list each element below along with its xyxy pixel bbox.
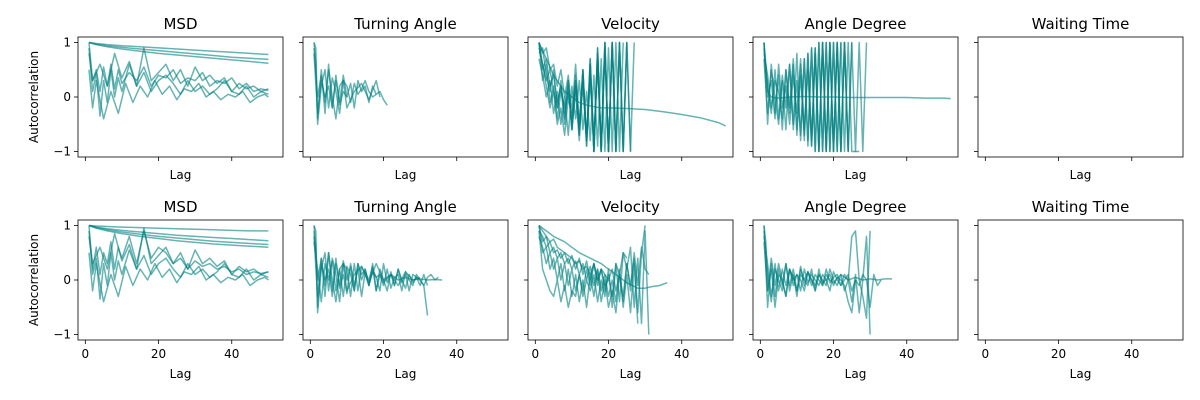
x-tick-label: 20: [151, 347, 166, 361]
subplot-r2-c2: 0 20 40 Turning Angle Lag: [299, 198, 509, 381]
x-axis-label: Lag: [1070, 367, 1092, 381]
series-group: [763, 41, 951, 153]
series-line-5: [88, 47, 269, 117]
series-line-3: [88, 224, 269, 246]
y-tick-label: −1: [53, 145, 71, 159]
x-axis-label: Lag: [1070, 168, 1092, 182]
x-axis-label: Lag: [395, 168, 417, 182]
subplot-title: Turning Angle: [353, 198, 456, 216]
axes-frame: [977, 219, 1184, 341]
series-line-2: [88, 41, 269, 61]
series-line-1: [88, 41, 269, 56]
subplot-title: MSD: [163, 198, 197, 216]
subplot-r1-c1: −1 0 1 MSD Lag Autocorrelation: [27, 15, 284, 182]
x-tick-label: 0: [757, 347, 765, 361]
x-axis-label: Lag: [845, 168, 867, 182]
x-tick-label: 0: [82, 347, 90, 361]
y-axis-label: Autocorrelation: [27, 51, 41, 143]
x-axis-label: Lag: [170, 367, 192, 381]
series-group: [88, 41, 269, 120]
x-axis-label: Lag: [620, 168, 642, 182]
series-line-1: [88, 224, 269, 232]
series-line-7: [88, 69, 269, 120]
series-line-2: [88, 224, 269, 242]
x-tick-label: 40: [1124, 347, 1139, 361]
subplot-title: Angle Degree: [804, 15, 906, 33]
series-line-2: [763, 225, 871, 319]
series-line-4: [313, 53, 348, 115]
series-line-7: [538, 230, 610, 309]
subplot-title: Waiting Time: [1032, 15, 1130, 33]
x-axis-label: Lag: [620, 367, 642, 381]
series-line-8: [538, 42, 602, 153]
y-tick-label: −1: [53, 328, 71, 342]
series-line-6: [88, 230, 269, 300]
series-line-3: [313, 230, 421, 303]
subplot-title: MSD: [163, 15, 197, 33]
series-line-6: [88, 47, 269, 93]
x-tick-label: 40: [449, 347, 464, 361]
series-line-3: [88, 41, 269, 64]
subplot-r2-c5: 0 20 40 Waiting Time Lag: [974, 198, 1184, 381]
series-line-4: [88, 224, 269, 249]
subplot-title: Turning Angle: [353, 15, 456, 33]
x-tick-label: 20: [376, 347, 391, 361]
x-tick-label: 20: [601, 347, 616, 361]
subplot-r2-c3: 0 20 40 Velocity Lag: [524, 198, 734, 381]
series-line-4: [763, 236, 882, 309]
series-line-1: [538, 224, 668, 289]
subplot-r2-c4: 0 20 40 Angle Degree Lag: [749, 198, 959, 381]
series-group: [88, 224, 269, 303]
y-tick-label: 0: [63, 90, 71, 104]
subplot-r1-c3: Velocity Lag: [524, 15, 734, 182]
series-line-2: [313, 42, 377, 126]
series-line-7: [88, 227, 269, 276]
x-tick-label: 40: [899, 347, 914, 361]
series-line-3: [763, 230, 871, 335]
series-group: [313, 225, 443, 316]
series-line-8: [88, 252, 269, 303]
subplot-title: Angle Degree: [804, 198, 906, 216]
series-group: [313, 42, 388, 126]
y-tick-label: 1: [63, 35, 71, 49]
x-tick-label: 40: [224, 347, 239, 361]
subplot-title: Waiting Time: [1032, 198, 1130, 216]
x-tick-label: 40: [674, 347, 689, 361]
series-group: [763, 225, 893, 335]
subplot-title: Velocity: [601, 198, 660, 216]
x-tick-label: 20: [826, 347, 841, 361]
series-line-5: [88, 225, 269, 276]
x-axis-label: Lag: [845, 367, 867, 381]
y-tick-label: 0: [63, 273, 71, 287]
x-tick-label: 20: [1051, 347, 1066, 361]
subplot-r1-c5: Waiting Time Lag: [974, 15, 1184, 182]
x-axis-label: Lag: [395, 367, 417, 381]
subplot-r1-c2: Turning Angle Lag: [299, 15, 509, 182]
series-group: [538, 41, 727, 153]
x-tick-label: 0: [982, 347, 990, 361]
y-axis-label: Autocorrelation: [27, 234, 41, 326]
subplot-title: Velocity: [601, 15, 660, 33]
subplot-r2-c1: 0 20 40 −1 0 1 MSD Lag Autocorrelation: [27, 198, 284, 381]
series-group: [538, 224, 668, 335]
subplot-r1-c4: Angle Degree Lag: [749, 15, 959, 182]
series-line-5: [763, 241, 857, 314]
axes-frame: [977, 36, 1184, 158]
series-line-6: [763, 41, 842, 153]
series-line-5: [313, 241, 429, 316]
x-tick-label: 0: [532, 347, 540, 361]
series-line-4: [313, 236, 439, 298]
series-line-6: [538, 225, 650, 314]
x-axis-label: Lag: [170, 168, 192, 182]
y-tick-label: 1: [63, 218, 71, 232]
series-line-5: [538, 236, 628, 309]
x-tick-label: 0: [307, 347, 315, 361]
